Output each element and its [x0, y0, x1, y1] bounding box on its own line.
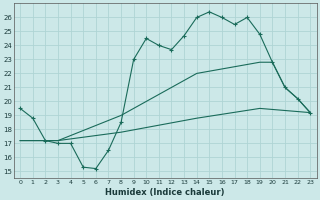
X-axis label: Humidex (Indice chaleur): Humidex (Indice chaleur): [106, 188, 225, 197]
